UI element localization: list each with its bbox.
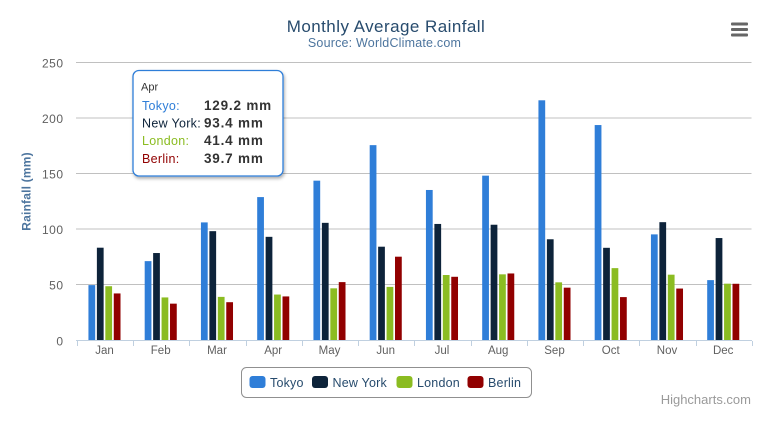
svg-text:Jun: Jun <box>376 345 395 357</box>
svg-text:May: May <box>319 345 341 357</box>
svg-text:Jan: Jan <box>95 345 114 357</box>
svg-text:93.4 mm: 93.4 mm <box>204 116 264 131</box>
svg-text:250: 250 <box>42 57 64 71</box>
svg-text:Monthly Average Rainfall: Monthly Average Rainfall <box>287 17 486 36</box>
svg-text:0: 0 <box>56 335 63 349</box>
svg-text:41.4 mm: 41.4 mm <box>204 133 264 148</box>
svg-text:Berlin:: Berlin: <box>142 152 180 166</box>
svg-text:Tokyo: Tokyo <box>270 376 304 390</box>
svg-text:Apr: Apr <box>264 345 282 357</box>
svg-text:39.7 mm: 39.7 mm <box>204 151 264 166</box>
svg-text:Mar: Mar <box>207 345 227 357</box>
svg-text:New York: New York <box>333 376 388 390</box>
svg-text:150: 150 <box>42 168 64 182</box>
svg-text:London:: London: <box>142 134 189 148</box>
svg-text:Dec: Dec <box>713 345 734 357</box>
svg-text:Highcharts.com: Highcharts.com <box>661 392 751 407</box>
svg-text:Berlin: Berlin <box>488 376 521 390</box>
svg-text:200: 200 <box>42 112 64 126</box>
svg-text:Source: WorldClimate.com: Source: WorldClimate.com <box>308 36 461 50</box>
svg-text:Sep: Sep <box>544 345 564 357</box>
svg-text:Rainfall (mm): Rainfall (mm) <box>20 152 34 231</box>
svg-text:100: 100 <box>42 223 64 237</box>
svg-text:50: 50 <box>49 279 63 293</box>
svg-text:Nov: Nov <box>657 345 678 357</box>
svg-text:Aug: Aug <box>488 345 508 357</box>
svg-text:Apr: Apr <box>141 82 158 94</box>
svg-text:129.2 mm: 129.2 mm <box>204 98 272 113</box>
svg-text:Tokyo:: Tokyo: <box>142 99 180 113</box>
svg-text:New York:: New York: <box>142 117 201 131</box>
svg-text:London: London <box>417 376 460 390</box>
svg-text:Feb: Feb <box>151 345 171 357</box>
svg-text:Oct: Oct <box>602 345 621 357</box>
svg-text:Jul: Jul <box>435 345 450 357</box>
